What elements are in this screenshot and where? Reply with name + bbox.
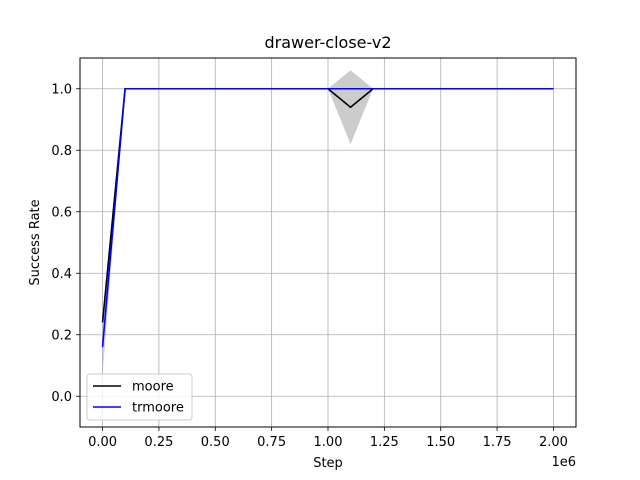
series-line-trmoore: [101, 87, 554, 348]
y-tick-label: 1.0: [51, 82, 72, 97]
legend: moore trmoore: [86, 373, 193, 421]
x-axis-offset-label: 1e6: [551, 455, 576, 470]
chart-title: drawer-close-v2: [265, 33, 392, 52]
y-axis-label: Success Rate: [28, 199, 43, 285]
x-tick-label: 0.50: [201, 435, 230, 450]
y-tick-label: 0.8: [51, 144, 72, 159]
x-tick-label: 1.25: [370, 435, 399, 450]
x-tick-label: 0.75: [257, 435, 286, 450]
y-tick-label: 0.6: [51, 205, 72, 220]
ticks: 0.00 0.25 0.50 0.75 1.00 1.25 1.50 1.75 2.00 0.0 0…: [51, 82, 568, 450]
x-tick-label: 2.00: [539, 435, 568, 450]
legend-label-moore: moore: [132, 380, 174, 395]
x-axis-label: Step: [313, 456, 343, 471]
series-lines: [101, 87, 554, 348]
x-tick-label: 1.50: [426, 435, 455, 450]
x-tick-label: 1.75: [483, 435, 512, 450]
y-tick-label: 0.0: [51, 390, 72, 405]
y-tick-label: 0.2: [51, 328, 72, 343]
legend-label-trmoore: trmoore: [132, 401, 184, 416]
y-tick-label: 0.4: [51, 267, 72, 282]
x-tick-label: 1.00: [314, 435, 343, 450]
x-tick-label: 0.25: [144, 435, 173, 450]
x-tick-label: 0.00: [88, 435, 117, 450]
